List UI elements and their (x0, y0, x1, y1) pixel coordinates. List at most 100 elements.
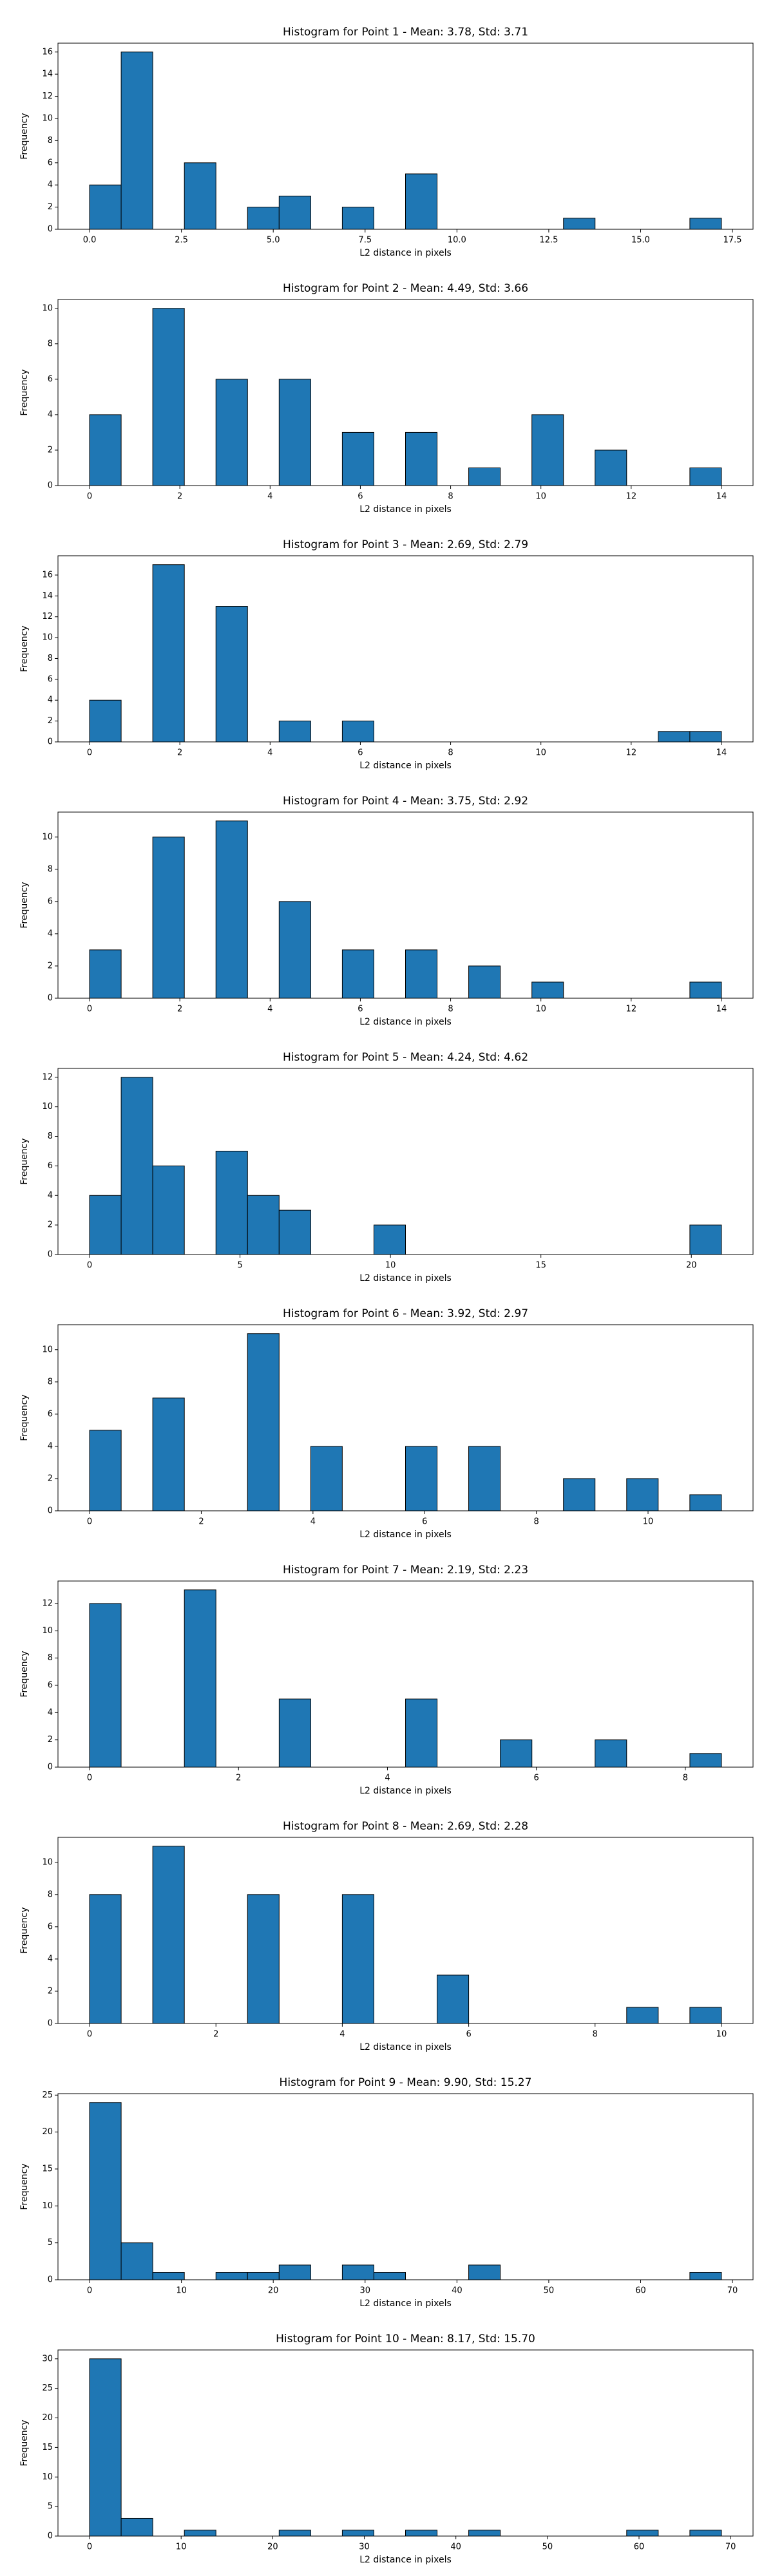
bar (89, 1894, 122, 2024)
x-axis-label: L2 distance in pixels (359, 2042, 452, 2052)
bar (373, 2272, 406, 2280)
x-tick-label: 4 (385, 1774, 390, 1783)
x-tick-label: 6 (534, 1774, 539, 1783)
y-axis-label: Frequency (19, 882, 30, 928)
axes-frame (57, 1580, 754, 1768)
y-tick-label: 0 (48, 737, 53, 747)
bar (184, 2530, 216, 2537)
y-tick-label: 6 (48, 1922, 53, 1931)
bar (278, 195, 311, 230)
x-tick-label: 20 (686, 1261, 697, 1271)
bar (184, 162, 216, 230)
x-tick-label: 5 (237, 1261, 242, 1271)
x-tick-label: 2 (177, 492, 182, 502)
bar (152, 1397, 185, 1511)
y-tick-label: 14 (42, 591, 53, 601)
bar (215, 2272, 248, 2280)
y-axis-label: Frequency (19, 1394, 30, 1441)
bar (341, 949, 374, 999)
x-tick-label: 12.5 (539, 236, 558, 245)
x-tick-label: 0 (87, 2543, 92, 2552)
y-tick-label: 8 (48, 339, 53, 348)
chart-title: Histogram for Point 5 - Mean: 4.24, Std:… (283, 1051, 528, 1064)
y-tick-label: 10 (42, 113, 53, 123)
bar (89, 414, 122, 486)
bar (405, 173, 438, 230)
bar (468, 2264, 501, 2280)
y-tick-label: 25 (42, 2090, 53, 2100)
y-axis-label: Frequency (19, 625, 30, 672)
axes-frame (57, 1324, 754, 1511)
x-tick-label: 30 (359, 2543, 370, 2552)
bar (595, 450, 627, 486)
y-tick-label: 10 (42, 1102, 53, 1112)
x-tick-label: 2 (198, 1517, 204, 1527)
y-tick-label: 4 (48, 929, 53, 938)
bar (341, 207, 374, 230)
y-tick-label: 6 (48, 674, 53, 684)
bar (89, 1195, 122, 1255)
x-tick-label: 4 (339, 2030, 345, 2040)
y-tick-label: 10 (42, 303, 53, 313)
x-tick-label: 7.5 (358, 236, 372, 245)
chart-title: Histogram for Point 3 - Mean: 2.69, Std:… (283, 538, 528, 551)
bar (689, 218, 722, 230)
y-tick-label: 2 (48, 1220, 53, 1230)
y-tick-label: 20 (42, 2127, 53, 2137)
bar (341, 1894, 374, 2024)
x-tick-label: 2 (177, 1005, 182, 1014)
y-tick-label: 0 (48, 2275, 53, 2285)
x-tick-label: 20 (267, 2543, 278, 2552)
x-tick-label: 50 (544, 2286, 555, 2296)
y-tick-label: 4 (48, 410, 53, 419)
y-tick-label: 6 (48, 1680, 53, 1690)
y-tick-label: 10 (42, 1857, 53, 1867)
x-axis-label: L2 distance in pixels (359, 1530, 452, 1540)
bar (120, 2242, 153, 2280)
x-tick-label: 12 (626, 748, 637, 758)
y-tick-label: 8 (48, 1132, 53, 1141)
bar (689, 1753, 722, 1768)
y-tick-label: 2 (48, 1473, 53, 1483)
x-tick-label: 6 (358, 492, 363, 502)
y-tick-label: 2 (48, 1735, 53, 1745)
y-tick-label: 6 (48, 1409, 53, 1419)
bar (373, 1224, 406, 1255)
bar (468, 965, 501, 999)
y-tick-label: 6 (48, 374, 53, 384)
bar (658, 731, 691, 743)
x-tick-label: 8 (448, 492, 453, 502)
bar (215, 606, 248, 743)
y-tick-label: 16 (42, 47, 53, 57)
bar (247, 207, 280, 230)
y-tick-label: 15 (42, 2443, 53, 2452)
x-tick-label: 2.5 (175, 236, 188, 245)
y-axis-label: Frequency (19, 2420, 30, 2466)
x-tick-label: 20 (268, 2286, 279, 2296)
x-tick-label: 4 (267, 492, 272, 502)
y-axis-label: Frequency (19, 2163, 30, 2210)
x-tick-label: 10 (385, 1261, 396, 1271)
bar (152, 837, 185, 999)
bar (341, 2264, 374, 2280)
bar (247, 1333, 280, 1511)
y-tick-label: 4 (48, 1191, 53, 1200)
y-tick-label: 6 (48, 158, 53, 167)
y-tick-label: 0 (48, 1763, 53, 1772)
y-tick-label: 0 (48, 2019, 53, 2029)
bar (184, 1589, 216, 1768)
bar (405, 949, 438, 999)
bar (405, 2530, 438, 2537)
y-tick-label: 8 (48, 864, 53, 874)
x-tick-label: 6 (358, 1005, 363, 1014)
x-tick-label: 12 (626, 492, 637, 502)
bar (278, 2264, 311, 2280)
x-tick-label: 0 (87, 2030, 92, 2040)
bar (437, 1975, 470, 2024)
x-tick-label: 4 (267, 748, 272, 758)
y-tick-label: 12 (42, 1072, 53, 1082)
x-tick-label: 10 (176, 2543, 187, 2552)
x-tick-label: 30 (359, 2286, 370, 2296)
